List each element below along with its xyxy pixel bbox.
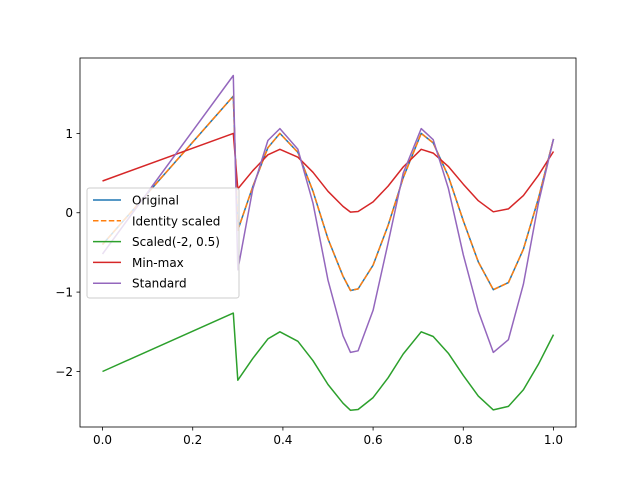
y-tick-label: −2 bbox=[55, 365, 73, 379]
legend-label: Scaled(-2, 0.5) bbox=[132, 235, 220, 249]
legend-label: Standard bbox=[132, 277, 187, 291]
x-tick-label: 0.0 bbox=[93, 433, 112, 447]
legend: Original Identity scaled Scaled(-2, 0.5) Mi… bbox=[86, 187, 240, 299]
series-line-1 bbox=[101, 95, 555, 292]
x-tick-label: 1.0 bbox=[544, 433, 563, 447]
y-axis: −2 −1 0 1 bbox=[55, 127, 80, 379]
legend-box bbox=[86, 187, 240, 299]
y-tick-label: 1 bbox=[65, 127, 73, 141]
axes-frame bbox=[79, 57, 577, 428]
x-axis: 0.0 0.2 0.4 0.6 0.8 1.0 bbox=[93, 427, 563, 447]
legend-label: Identity scaled bbox=[132, 214, 220, 228]
x-tick-label: 0.6 bbox=[364, 433, 383, 447]
legend-label: Original bbox=[132, 194, 179, 208]
series-line-2 bbox=[102, 312, 555, 412]
x-tick-label: 0.2 bbox=[183, 433, 202, 447]
plot-lines bbox=[101, 74, 555, 412]
series-line-4 bbox=[101, 74, 555, 354]
x-tick-label: 0.8 bbox=[454, 433, 473, 447]
legend-label: Min-max bbox=[132, 256, 184, 270]
y-tick-label: −1 bbox=[55, 286, 73, 300]
y-tick-label: 0 bbox=[65, 206, 73, 220]
x-tick-label: 0.4 bbox=[273, 433, 292, 447]
series-line-3 bbox=[102, 132, 555, 213]
